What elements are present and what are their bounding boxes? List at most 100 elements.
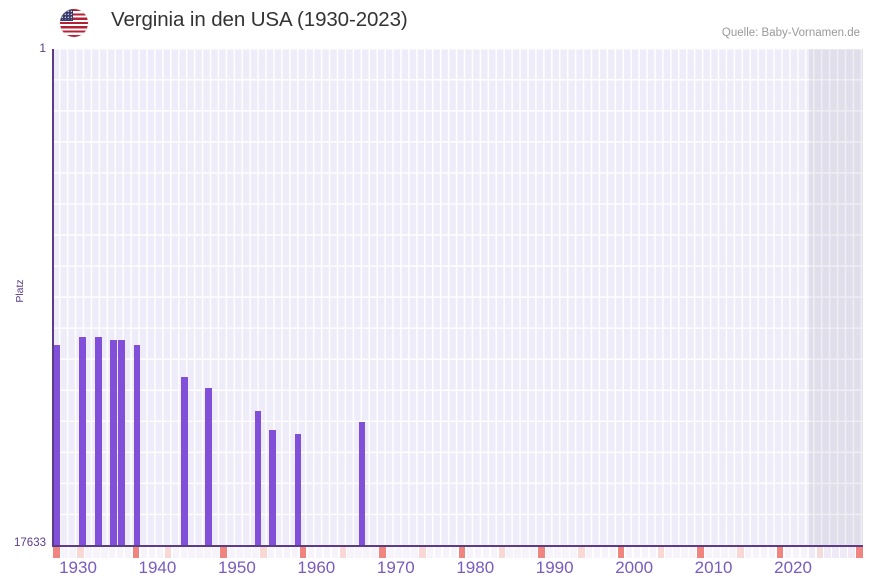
year-marker [705, 547, 712, 558]
year-marker [848, 547, 855, 558]
year-marker [856, 547, 863, 558]
year-marker [466, 547, 474, 558]
year-marker [426, 547, 434, 558]
year-marker [530, 547, 537, 558]
year-marker [665, 547, 672, 558]
x-axis-tick-label: 1960 [297, 558, 336, 577]
chart-header: Verginia in den USA (1930-2023) Quelle: … [0, 0, 873, 46]
year-marker [601, 547, 609, 558]
bar[interactable] [205, 388, 212, 546]
year-marker [522, 547, 529, 558]
year-marker [506, 547, 513, 558]
year-marker [649, 547, 657, 558]
year-marker [442, 547, 450, 558]
year-marker [220, 547, 227, 558]
x-axis-tick-label: 1930 [59, 558, 97, 577]
y-axis-tick-top: 1 [39, 41, 46, 55]
year-marker [252, 547, 259, 558]
x-axis-tick-label: 1940 [138, 558, 177, 577]
year-marker [578, 547, 585, 558]
year-marker [291, 547, 299, 558]
bar[interactable] [53, 345, 60, 546]
year-marker [132, 547, 140, 558]
year-marker [93, 547, 100, 558]
year-marker [498, 547, 506, 558]
year-marker [514, 547, 521, 558]
year-marker [267, 547, 275, 558]
year-marker [283, 547, 291, 558]
year-marker [204, 547, 211, 558]
year-marker [140, 547, 148, 558]
year-marker [752, 547, 760, 558]
year-marker [570, 547, 577, 558]
year-marker [482, 547, 490, 558]
year-marker [116, 547, 124, 558]
year-marker [609, 547, 617, 558]
bar[interactable] [95, 337, 102, 546]
year-marker [554, 547, 561, 558]
page-title: Verginia in den USA (1930-2023) [111, 8, 408, 31]
year-marker [101, 547, 108, 558]
x-axis-tick-label: 2000 [615, 558, 654, 577]
year-marker [85, 547, 92, 558]
year-marker [275, 547, 283, 558]
year-marker [347, 547, 354, 558]
year-marker [721, 547, 728, 558]
plot-area [52, 49, 863, 546]
bar[interactable] [358, 422, 366, 546]
year-marker [840, 547, 847, 558]
year-marker [673, 547, 680, 558]
bar[interactable] [181, 377, 188, 546]
year-marker [593, 547, 601, 558]
year-marker [53, 547, 60, 558]
year-marker [585, 547, 593, 558]
year-marker [625, 547, 633, 558]
year-marker [808, 547, 816, 558]
bar[interactable] [79, 337, 86, 546]
year-marker [315, 547, 323, 558]
year-marker [212, 547, 219, 558]
year-marker [419, 547, 426, 558]
year-marker [562, 547, 569, 558]
year-marker [260, 547, 267, 558]
year-marker [363, 547, 370, 558]
year-marker [768, 547, 776, 558]
x-axis-tick-label: 1970 [376, 558, 415, 577]
source-label: Quelle: Baby-Vornamen.de [721, 27, 860, 39]
year-marker [744, 547, 752, 558]
year-marker [737, 547, 744, 558]
year-marker [228, 547, 235, 558]
year-marker [458, 547, 466, 558]
bar[interactable] [294, 434, 302, 546]
year-marker [379, 547, 386, 558]
us-flag-icon [60, 9, 88, 37]
x-axis-tick-label: 1950 [217, 558, 256, 577]
year-marker [411, 547, 418, 558]
year-marker [355, 547, 362, 558]
bar[interactable] [110, 340, 117, 546]
year-marker [713, 547, 720, 558]
year-marker [729, 547, 736, 558]
year-marker [784, 547, 792, 558]
year-marker [339, 547, 347, 558]
x-axis-tick-label: 2010 [694, 558, 733, 577]
year-marker [450, 547, 458, 558]
year-marker [403, 547, 410, 558]
year-marker [236, 547, 243, 558]
year-marker [490, 547, 498, 558]
year-marker [538, 547, 545, 558]
bar[interactable] [133, 345, 141, 546]
bar[interactable] [118, 340, 125, 546]
year-marker [474, 547, 482, 558]
flag-canton [60, 9, 73, 21]
y-axis-line [52, 49, 54, 546]
year-marker [776, 547, 784, 558]
year-marker [633, 547, 641, 558]
year-marker [657, 547, 665, 558]
year-marker [434, 547, 442, 558]
bar[interactable] [269, 430, 276, 546]
year-marker [69, 547, 76, 558]
year-marker [244, 547, 251, 558]
bar[interactable] [254, 411, 262, 546]
year-marker [792, 547, 800, 558]
